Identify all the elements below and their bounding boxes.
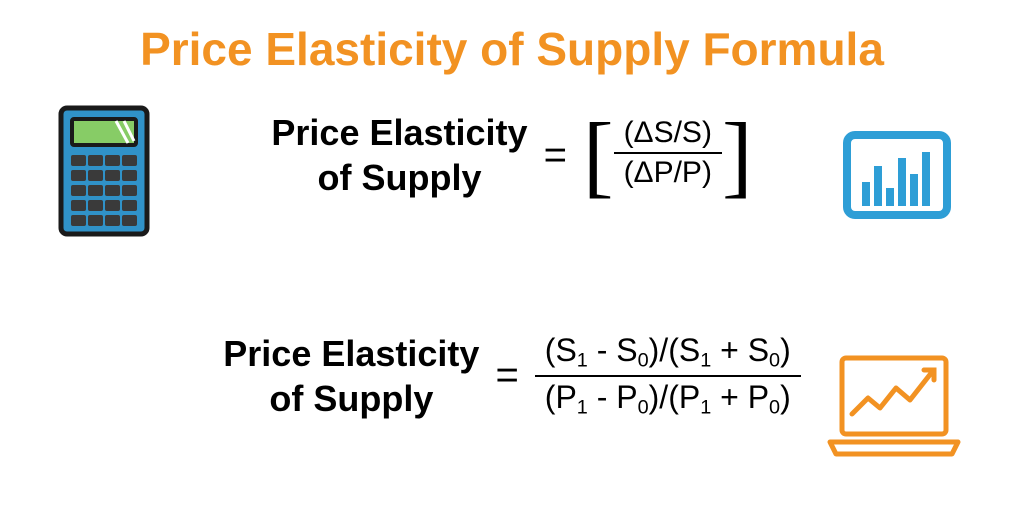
formula-1-label-line1: Price Elasticity bbox=[271, 112, 527, 153]
formula-1-equals: = bbox=[544, 133, 567, 178]
formula-1-denominator: (ΔP/P) bbox=[614, 152, 722, 192]
formula-2-label-line1: Price Elasticity bbox=[223, 333, 479, 374]
formula-2-denominator: (P1 - P0)/(P1 + P0) bbox=[535, 375, 801, 422]
formula-1-label: Price Elasticity of Supply bbox=[271, 110, 527, 200]
bracket-close: ] bbox=[722, 114, 753, 197]
formula-2-numerator: (S1 - S0)/(S1 + S0) bbox=[535, 330, 801, 375]
bracket-open: [ bbox=[583, 114, 614, 197]
formula-1-expression: [ (ΔS/S) (ΔP/P) ] bbox=[583, 114, 753, 197]
formula-2-fraction: (S1 - S0)/(S1 + S0) (P1 - P0)/(P1 + P0) bbox=[535, 330, 801, 421]
formula-1-numerator: (ΔS/S) bbox=[614, 114, 722, 152]
calculator-icon bbox=[58, 105, 150, 237]
laptop-trend-icon bbox=[824, 350, 964, 460]
page-title: Price Elasticity of Supply Formula bbox=[0, 0, 1024, 76]
formula-1-label-line2: of Supply bbox=[317, 157, 481, 198]
barchart-icon bbox=[842, 130, 952, 220]
formula-2-equals: = bbox=[495, 353, 518, 398]
formula-1-fraction: (ΔS/S) (ΔP/P) bbox=[614, 114, 722, 197]
formula-2-label: Price Elasticity of Supply bbox=[223, 331, 479, 421]
formula-2-label-line2: of Supply bbox=[269, 378, 433, 419]
